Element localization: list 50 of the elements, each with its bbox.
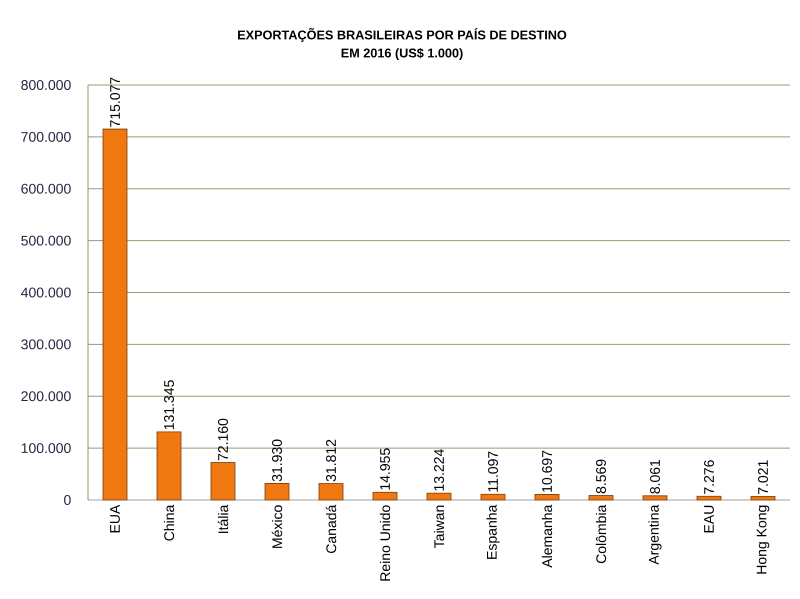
data-label: 72.160 xyxy=(218,418,228,460)
bar xyxy=(318,483,344,500)
bar xyxy=(480,494,506,500)
bar xyxy=(696,496,722,500)
x-tick-label: Canadá xyxy=(326,504,336,554)
data-label: 8.569 xyxy=(596,460,606,494)
x-tick-label: Reino Unido xyxy=(380,505,390,581)
x-tick-label: Taiwan xyxy=(434,506,444,548)
y-tick-label: 700.000 xyxy=(21,132,71,142)
bar xyxy=(642,495,668,500)
x-tick-label: Argentina xyxy=(648,504,662,565)
data-label: 31.812 xyxy=(326,440,336,482)
bar xyxy=(264,483,290,500)
x-tick-label: EUA xyxy=(110,504,120,532)
data-label: 131.345 xyxy=(164,380,174,430)
bar xyxy=(210,462,236,500)
y-tick-label: 500.000 xyxy=(21,236,71,246)
y-tick-label: 300.000 xyxy=(21,339,71,350)
y-tick-label: 200.000 xyxy=(21,391,71,402)
y-tick-label: 600.000 xyxy=(21,184,71,194)
chart-title: EXPORTAÇÕES BRASILEIRAS POR PAÍS DE DESTINO xyxy=(238,28,566,42)
x-tick-label: Itália xyxy=(218,504,228,533)
bar xyxy=(534,494,560,500)
data-label: 14.955 xyxy=(380,448,390,490)
x-tick-label: Espanha xyxy=(486,504,500,559)
chart-subtitle: EM 2016 (US$ 1.000) xyxy=(342,48,463,60)
x-tick-label: Alemanha xyxy=(542,504,552,568)
y-tick-label: 400.000 xyxy=(21,288,71,298)
data-label: 10.697 xyxy=(542,450,552,492)
data-label: 11.097 xyxy=(488,452,498,492)
bar xyxy=(750,496,776,500)
data-label: 7.021 xyxy=(758,460,768,494)
x-tick-label: Hong Kong xyxy=(756,506,770,574)
bar xyxy=(588,495,614,500)
bar xyxy=(156,431,182,500)
y-tick-label: 800.000 xyxy=(21,80,71,90)
x-tick-label: EAU xyxy=(704,506,714,532)
y-tick-label: 100.000 xyxy=(22,443,71,454)
data-label: 13.224 xyxy=(434,449,444,490)
data-label: 8.061 xyxy=(650,460,660,494)
data-label: 31.930 xyxy=(272,440,282,482)
bar xyxy=(372,492,398,500)
x-tick-label: Colômbia xyxy=(596,504,606,564)
bar xyxy=(102,128,128,500)
data-label: 7.276 xyxy=(704,460,714,494)
x-tick-label: China xyxy=(164,504,174,541)
x-tick-label: México xyxy=(272,505,282,548)
bar xyxy=(426,492,452,500)
data-label: 715.077 xyxy=(110,78,120,127)
y-tick-label: 0 xyxy=(64,495,71,505)
